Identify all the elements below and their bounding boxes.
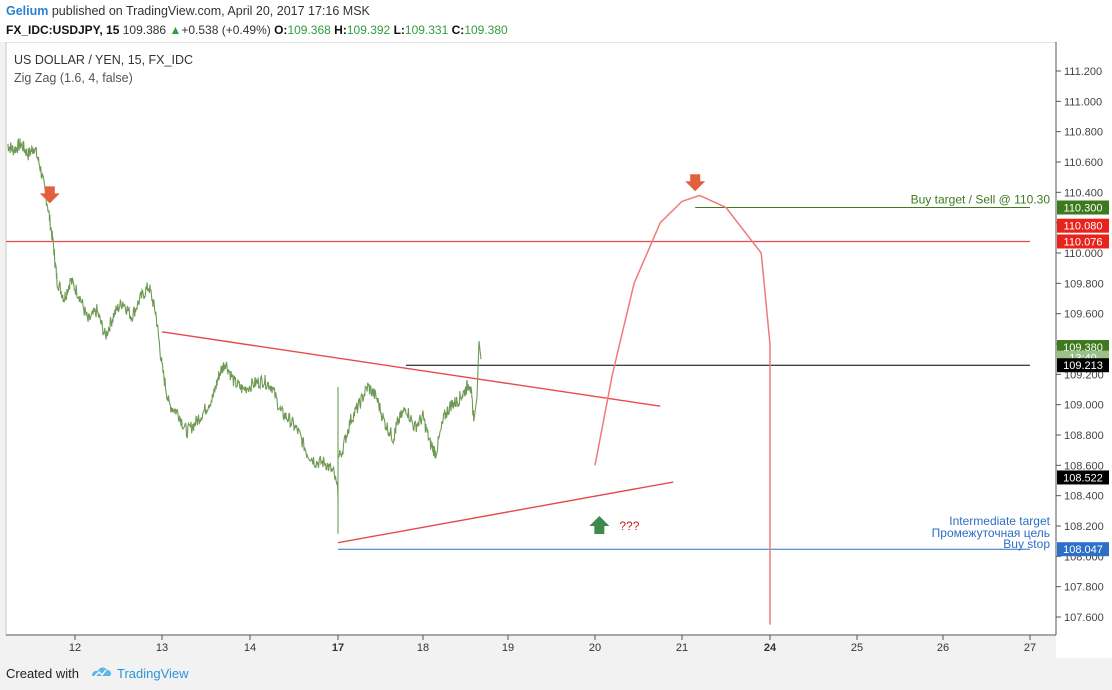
- price-tick-label: 110.000: [1064, 248, 1103, 260]
- price-label-group: 110.300110.080110.076109.38013:40109.213…: [1057, 200, 1109, 557]
- price-tick-label: 110.400: [1064, 187, 1103, 199]
- intermediate-target-annotation: Intermediate target: [949, 514, 1050, 528]
- time-tick-label: 17: [332, 642, 344, 654]
- time-tick-label: 26: [937, 642, 949, 654]
- price-label-box: [1057, 234, 1109, 249]
- time-tick-label: 19: [502, 642, 514, 654]
- open-value: 109.368: [287, 23, 331, 37]
- price-label-box: [1057, 200, 1109, 215]
- price-series-line: [7, 137, 482, 534]
- intermediate-target-ru-annotation: Промежуточная цель: [932, 526, 1050, 540]
- up-arrow-icon: [589, 516, 610, 534]
- symbol-label: FX_IDC:USDJPY, 15: [6, 23, 120, 37]
- last-price: 109.386: [122, 23, 167, 37]
- footer: Created with TradingView: [0, 658, 1112, 690]
- buy-stop-annotation: Buy stop: [1003, 537, 1050, 551]
- price-change: +0.538 (+0.49%): [181, 23, 271, 37]
- time-tick-label: 24: [764, 642, 777, 654]
- price-tick-label: 110.600: [1064, 157, 1103, 169]
- price-label-box: [1057, 470, 1109, 485]
- price-tick-label: 109.000: [1064, 400, 1104, 412]
- time-tick-label: 20: [589, 642, 601, 654]
- high-value: 109.392: [346, 23, 391, 37]
- time-tick-label: 25: [851, 642, 863, 654]
- author-name[interactable]: Gelium: [6, 4, 49, 18]
- published-text: published on TradingView.com, April 20, …: [48, 4, 370, 18]
- symbol-legend: US DOLLAR / YEN, 15, FX_IDC: [14, 53, 193, 67]
- price-tick-label: 107.600: [1064, 612, 1104, 624]
- drawing-lines: [6, 207, 1030, 550]
- low-label: L:: [393, 23, 405, 37]
- time-tick-label: 21: [676, 642, 688, 654]
- annotation-group: Buy target / Sell @ 110.30 Intermediate t…: [619, 193, 1050, 552]
- price-label-text: 110.300: [1064, 203, 1103, 215]
- change-up-icon: ▲: [169, 23, 182, 37]
- high-label: H:: [334, 23, 347, 37]
- price-tick-label: 109.600: [1064, 309, 1104, 321]
- price-tick-label: 108.800: [1064, 430, 1104, 442]
- tradingview-logo-icon[interactable]: [89, 664, 113, 680]
- time-tick-label: 27: [1024, 642, 1036, 654]
- down-arrow-icon: [39, 186, 60, 204]
- price-label-text: 110.076: [1064, 236, 1103, 248]
- open-label: O:: [274, 23, 288, 37]
- ohlc-line: FX_IDC:USDJPY, 15 109.386 ▲+0.538 (+0.49…: [6, 23, 508, 37]
- chart-area[interactable]: 111.200111.000110.800110.600110.400110.2…: [0, 42, 1112, 658]
- publish-line: Gelium published on TradingView.com, Apr…: [6, 4, 370, 18]
- price-label-box: [1057, 542, 1109, 557]
- price-label-box: [1057, 218, 1109, 233]
- price-tick-label: 111.200: [1064, 66, 1102, 78]
- close-label: C:: [451, 23, 465, 37]
- upper-trend-line: [161, 331, 661, 407]
- tradingview-link[interactable]: TradingView: [117, 666, 189, 681]
- price-label-text: 109.213: [1063, 360, 1103, 372]
- price-tick-label: 109.800: [1064, 278, 1104, 290]
- price-tick-label: 108.600: [1064, 460, 1104, 472]
- price-tick-label: 111.000: [1064, 96, 1102, 108]
- price-label-box: [1057, 340, 1109, 355]
- chart-header: Gelium published on TradingView.com, Apr…: [0, 0, 1112, 42]
- price-tick-label: 108.200: [1064, 521, 1104, 533]
- time-tick-label: 12: [69, 642, 81, 654]
- question-annotation: ???: [619, 519, 639, 533]
- time-tick-label: 14: [244, 642, 256, 654]
- time-tick-group: 12 13 14 17 18 19 20 21 24 25 26 27: [69, 635, 1036, 654]
- price-tick-label: 110.800: [1064, 127, 1103, 139]
- down-arrow-icon: [685, 174, 706, 192]
- price-tick-label: 107.800: [1064, 582, 1104, 594]
- arrow-markers: [39, 174, 706, 534]
- price-label-text: 108.047: [1063, 544, 1103, 556]
- price-label-text: 110.080: [1064, 221, 1103, 233]
- time-tick-label: 18: [417, 642, 429, 654]
- price-tick-label: 109.200: [1064, 369, 1104, 381]
- created-with-text: Created with: [6, 666, 79, 681]
- projection-arc: [594, 194, 771, 625]
- price-label-box: [1057, 358, 1109, 373]
- buy-target-annotation: Buy target / Sell @ 110.30: [911, 193, 1051, 207]
- low-value: 109.331: [404, 23, 449, 37]
- price-tick-label: 108.400: [1064, 491, 1104, 503]
- close-value: 109.380: [464, 23, 508, 37]
- lower-trend-line: [337, 481, 674, 544]
- price-label-text: 108.522: [1063, 472, 1103, 484]
- plot-background: [5, 42, 1057, 636]
- indicator-legend: Zig Zag (1.6, 4, false): [14, 71, 133, 85]
- time-tick-label: 13: [156, 642, 168, 654]
